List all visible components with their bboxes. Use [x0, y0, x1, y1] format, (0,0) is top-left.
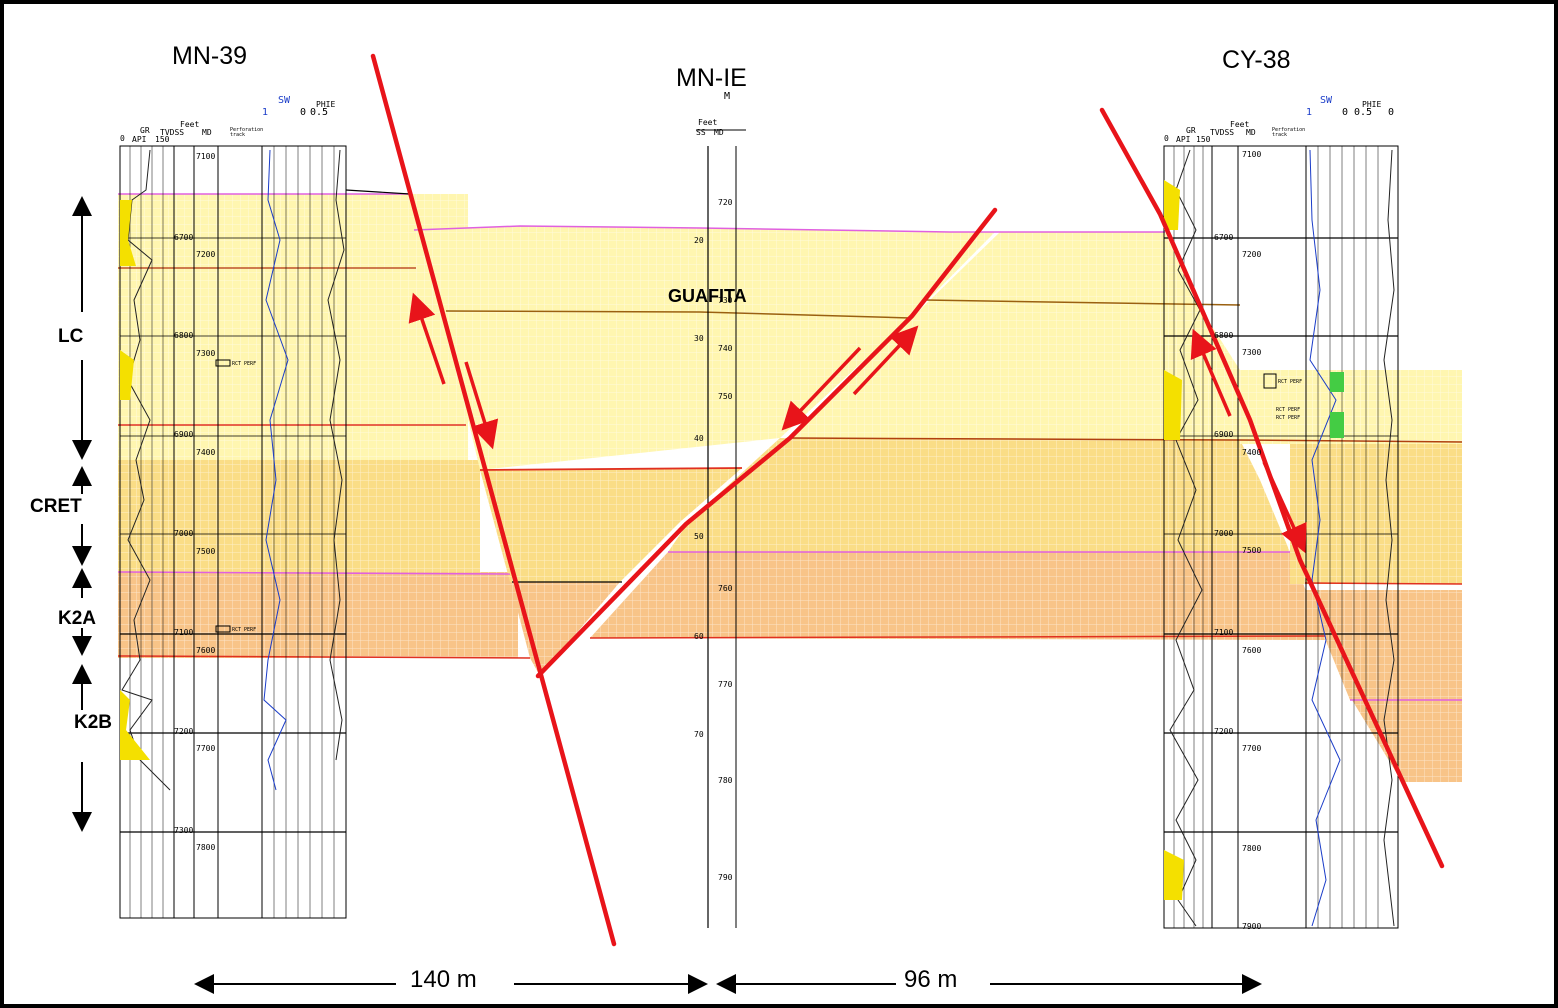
distance-right: 96 m	[904, 966, 957, 994]
distance-left: 140 m	[410, 966, 477, 994]
cy38-perf-label-3: RCT PERF	[1276, 414, 1300, 423]
mn39-hdr-gr: GR	[140, 126, 150, 135]
cy38-tvdss-tick: 7100	[1214, 628, 1233, 637]
well-label-mn39: MN-39	[172, 42, 247, 71]
mn39-md-tick: 7400	[196, 448, 215, 457]
grid-overlay	[118, 194, 1462, 784]
mnie-ss-tick: 40	[694, 434, 704, 443]
zone-label-k2b: K2B	[74, 712, 112, 734]
mn39-hdr-tvdss: TVDSS	[160, 128, 184, 137]
cy38-hdr-phie-max: 0	[1388, 108, 1394, 117]
cy38-hdr-gr-scale-min: 0	[1164, 134, 1169, 143]
mnie-md-tick: 750	[718, 392, 732, 401]
mnie-md-tick: 780	[718, 776, 732, 785]
cy38-tvdss-tick: 7200	[1214, 727, 1233, 736]
formation-label-guafita: GUAFITA	[668, 286, 747, 307]
cy38-hdr-sw: SW	[1320, 96, 1332, 105]
mnie-ss-tick: 70	[694, 730, 704, 739]
cy38-md-tick: 7100	[1242, 150, 1261, 159]
mn39-perf-label-2: RCT PERF	[232, 626, 256, 635]
mn39-md-tick: 7300	[196, 349, 215, 358]
cy38-gr-fill-3	[1164, 850, 1184, 900]
mnie-ss-tick: 20	[694, 236, 704, 245]
mn39-perf-label: RCT PERF	[232, 360, 256, 369]
mn39-md-tick: 7200	[196, 250, 215, 259]
mn39-hdr-phie-scale: 0.5	[310, 108, 328, 117]
mn39-hdr-perf: Perforation track	[230, 128, 263, 138]
cy38-perf-fill-2	[1330, 412, 1344, 438]
zone-label-cret: CRET	[30, 496, 82, 518]
cy38-hdr-phie-scale: 0.5	[1354, 108, 1372, 117]
mn39-hdr-sw-max: 0	[300, 108, 306, 117]
mnie-md-tick: 790	[718, 873, 732, 882]
horizon-k2a-right	[1305, 583, 1462, 584]
mnie-md-tick: 770	[718, 680, 732, 689]
cy38-tvdss-tick: 6900	[1214, 430, 1233, 439]
well-label-mnie: MN-IE	[676, 64, 747, 93]
mnie-hdr-feet: Feet	[698, 118, 717, 127]
mn39-md-tick: 7100	[196, 152, 215, 161]
zone-label-k2a: K2A	[58, 608, 96, 630]
mn39-tvdss-tick: 6700	[174, 233, 193, 242]
cy38-hdr-gr-scale-max: 150	[1196, 135, 1210, 144]
cy38-hdr-api: API	[1176, 135, 1190, 144]
cy38-md-tick: 7200	[1242, 250, 1261, 259]
cy38-perf-fill	[1330, 372, 1344, 392]
cy38-md-tick: 7800	[1242, 844, 1261, 853]
mn39-md-tick: 7700	[196, 744, 215, 753]
mn39-hdr-sw-min: 1	[262, 108, 268, 117]
cy38-md-tick: 7700	[1242, 744, 1261, 753]
cy38-hdr-sw-max: 0	[1342, 108, 1348, 117]
mn39-tvdss-tick: 7200	[174, 727, 193, 736]
mn39-md-tick: 7600	[196, 646, 215, 655]
cy38-hdr-perf: Perforation track	[1272, 128, 1305, 138]
cy38-perf-label: RCT PERF	[1278, 378, 1302, 387]
mnie-hdr-ss: SS	[696, 128, 706, 137]
mnie-ss-tick: 30	[694, 334, 704, 343]
cy38-tvdss-tick: 6700	[1214, 233, 1233, 242]
cy38-md-tick: 7400	[1242, 448, 1261, 457]
mnie-ss-tick: 50	[694, 532, 704, 541]
mn39-md-tick: 7500	[196, 547, 215, 556]
cy38-tvdss-tick: 6800	[1214, 331, 1233, 340]
mn39-tvdss-tick: 7000	[174, 529, 193, 538]
mnie-hdr-md: MD	[714, 128, 724, 137]
cy38-md-tick: 7600	[1242, 646, 1261, 655]
stratigraphic-fills	[118, 194, 1462, 784]
mn39-md-tick: 7800	[196, 843, 215, 852]
mn39-tvdss-tick: 6900	[174, 430, 193, 439]
cy38-tvdss-tick: 7000	[1214, 529, 1233, 538]
cy38-gr-fill	[1164, 180, 1180, 230]
mn39-hdr-sw: SW	[278, 96, 290, 105]
well-label-mnie-sub: M	[724, 92, 730, 101]
mn39-tvdss-tick: 7300	[174, 826, 193, 835]
mn39-hdr-gr-scale-min: 0	[120, 134, 125, 143]
cy38-hdr-md: MD	[1246, 128, 1256, 137]
mnie-md-tick: 730	[718, 296, 732, 305]
mn39-tvdss-tick: 7100	[174, 628, 193, 637]
cy38-gr-fill-2	[1164, 370, 1182, 440]
mn39-hdr-api: API	[132, 135, 146, 144]
well-label-cy38: CY-38	[1222, 46, 1291, 75]
mnie-md-tick: 720	[718, 198, 732, 207]
mn39-hdr-md: MD	[202, 128, 212, 137]
mnie-md-tick: 740	[718, 344, 732, 353]
cy38-hdr-gr: GR	[1186, 126, 1196, 135]
mnie-md-tick: 760	[718, 584, 732, 593]
cy38-md-tick: 7900	[1242, 922, 1261, 931]
mnie-ss-tick: 60	[694, 632, 704, 641]
zone-label-lc: LC	[58, 326, 83, 348]
cy38-md-tick: 7500	[1242, 546, 1261, 555]
cy38-md-tick: 7300	[1242, 348, 1261, 357]
cy38-hdr-tvdss: TVDSS	[1210, 128, 1234, 137]
mn39-tvdss-tick: 6800	[174, 331, 193, 340]
cy38-hdr-sw-min: 1	[1306, 108, 1312, 117]
